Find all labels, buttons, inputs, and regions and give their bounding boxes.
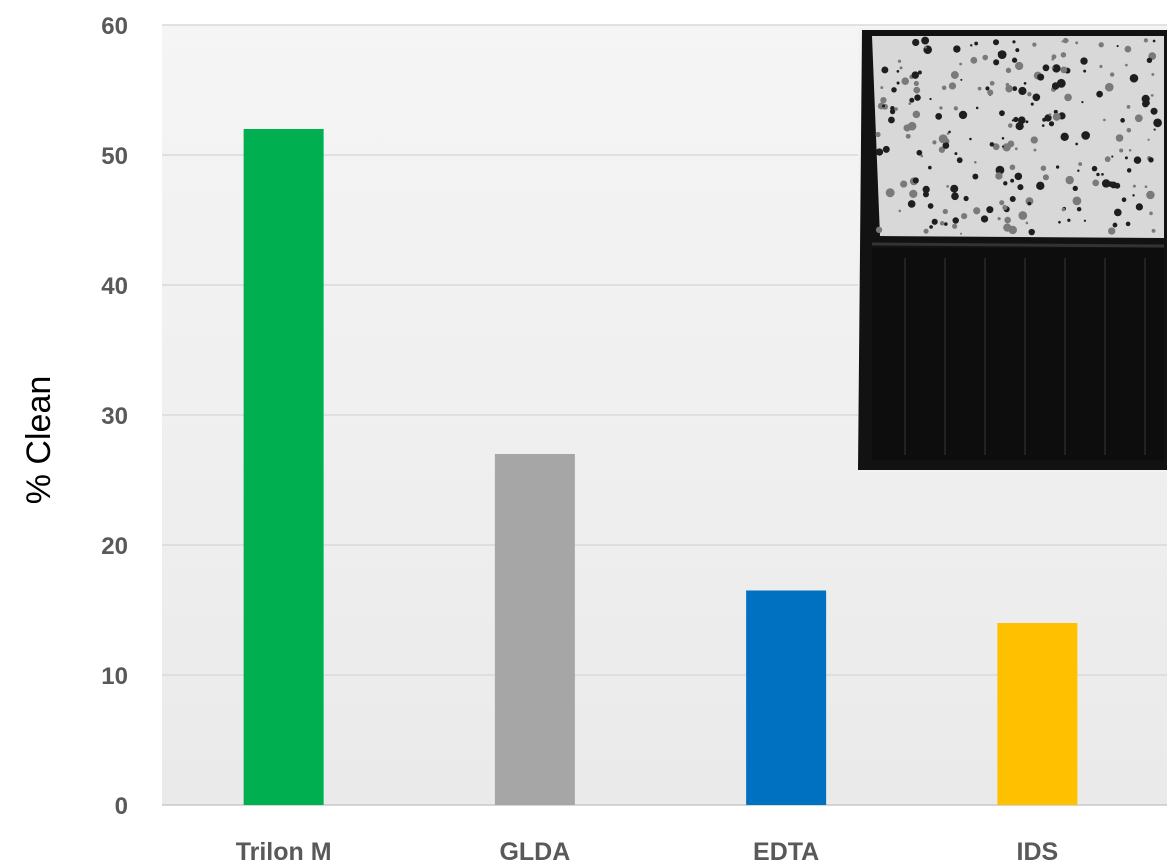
y-tick-label: 20	[101, 533, 128, 560]
x-category-label: Trilon M	[236, 838, 332, 866]
bar-trilon-m	[243, 129, 324, 805]
y-tick-label: 60	[101, 13, 128, 40]
x-category-label: GLDA	[499, 838, 570, 866]
y-tick-label: 30	[101, 403, 128, 430]
cleaned-tile-photo-icon	[858, 28, 1167, 472]
x-axis-categories: Trilon M GLDA EDTA IDS	[236, 838, 1059, 866]
y-axis-label: % Clean	[20, 376, 58, 505]
y-axis-ticks: 0 10 20 30 40 50 60	[101, 13, 128, 820]
y-tick-label: 50	[101, 143, 128, 170]
bars	[243, 129, 1078, 805]
y-tick-label: 0	[115, 793, 128, 820]
x-category-label: IDS	[1017, 838, 1059, 866]
y-tick-label: 10	[101, 663, 128, 690]
bar-glda	[494, 454, 575, 805]
bar-ids	[997, 623, 1078, 805]
x-category-label: EDTA	[753, 838, 819, 866]
y-tick-label: 40	[101, 273, 128, 300]
bar-edta	[746, 590, 827, 805]
